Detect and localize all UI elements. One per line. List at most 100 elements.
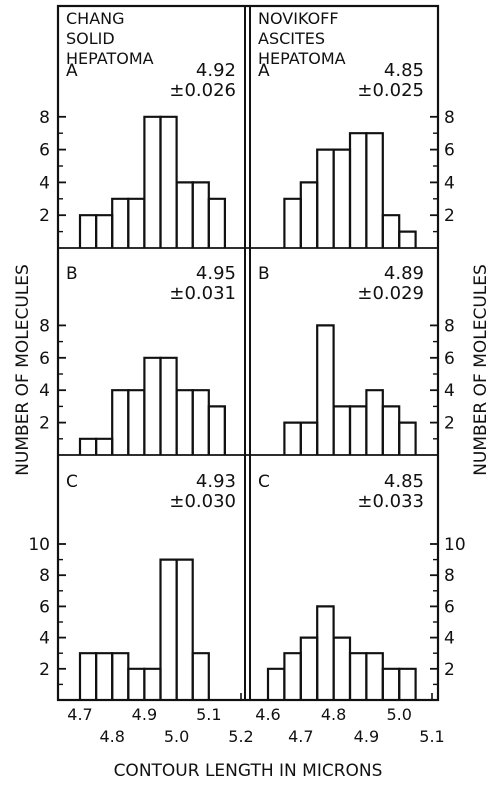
bar-novikoff-b-3 <box>334 406 350 455</box>
y-tick-label-chang-a-8: 8 <box>39 108 50 128</box>
x-tick-label-chang-5: 5.2 <box>228 727 253 746</box>
y-tick-label-chang-c-10: 10 <box>28 535 50 555</box>
x-axis-label: CONTOUR LENGTH IN MICRONS <box>114 761 383 781</box>
x-tick-label-novikoff-5: 5.1 <box>419 727 444 746</box>
sd-novikoff-c: ±0.033 <box>357 491 424 512</box>
y-tick-label-chang-b-6: 6 <box>39 349 50 369</box>
y-tick-label-novikoff-b-6: 6 <box>444 349 455 369</box>
y-tick-label-novikoff-c-6: 6 <box>444 597 455 617</box>
y-tick-label-novikoff-b-8: 8 <box>444 316 455 336</box>
x-tick-label-chang-3: 5.0 <box>164 727 189 746</box>
bar-chang-a-4 <box>144 117 160 248</box>
bar-novikoff-c-0 <box>268 669 284 700</box>
bar-novikoff-b-0 <box>284 423 300 455</box>
bar-chang-a-0 <box>80 215 96 248</box>
x-tick-label-chang-2: 4.9 <box>132 705 157 724</box>
x-tick-label-chang-0: 4.7 <box>67 705 92 724</box>
bar-chang-c-3 <box>128 669 144 700</box>
bar-novikoff-c-6 <box>366 653 382 700</box>
mean-novikoff-a: 4.85 <box>384 60 424 81</box>
title-right-line-3: HEPATOMA <box>258 49 346 68</box>
y-tick-label-novikoff-a-4: 4 <box>444 173 455 193</box>
x-tick-label-novikoff-2: 4.8 <box>321 705 346 724</box>
bar-chang-a-1 <box>96 215 112 248</box>
y-tick-label-chang-b-8: 8 <box>39 316 50 336</box>
y-tick-label-chang-a-6: 6 <box>39 141 50 161</box>
bar-chang-a-8 <box>209 199 225 248</box>
bar-novikoff-c-2 <box>301 638 317 700</box>
bar-chang-c-1 <box>96 653 112 700</box>
y-axis-label-left: NUMBER OF MOLECULES <box>13 264 33 476</box>
column-title-right: NOVIKOFF ASCITES HEPATOMA <box>258 9 346 68</box>
panel-chang-a: 2 4 6 8 A 4.92±0.026 <box>39 60 236 248</box>
x-tick-label-novikoff-4: 5.0 <box>386 705 411 724</box>
title-right-line-2: ASCITES <box>258 29 325 48</box>
bar-chang-b-5 <box>161 358 177 455</box>
x-tick-label-chang-1: 4.8 <box>99 727 124 746</box>
y-tick-label-novikoff-c-10: 10 <box>444 535 466 555</box>
x-tick-label-novikoff-3: 4.9 <box>354 727 379 746</box>
x-tick-label-novikoff-0: 4.6 <box>255 705 280 724</box>
bar-novikoff-b-5 <box>366 390 382 455</box>
panel-novikoff-b: 2 4 6 8 B 4.89±0.029 <box>258 263 455 455</box>
bar-chang-b-7 <box>193 390 209 455</box>
bar-novikoff-b-1 <box>301 423 317 455</box>
y-tick-label-chang-a-4: 4 <box>39 173 50 193</box>
title-left-line-2: SOLID <box>66 29 115 48</box>
bar-novikoff-c-1 <box>284 653 300 700</box>
title-left-line-1: CHANG <box>66 9 125 28</box>
column-title-left: CHANG SOLID HEPATOMA <box>66 9 154 68</box>
panel-letter-novikoff-a: A <box>258 61 270 81</box>
bar-chang-c-0 <box>80 653 96 700</box>
panel-letter-novikoff-b: B <box>258 264 270 284</box>
bar-chang-b-4 <box>144 358 160 455</box>
bar-novikoff-a-7 <box>399 232 415 248</box>
bar-chang-b-1 <box>96 439 112 455</box>
sd-novikoff-a: ±0.025 <box>357 80 424 101</box>
y-tick-label-novikoff-c-8: 8 <box>444 566 455 586</box>
y-tick-label-novikoff-c-4: 4 <box>444 629 455 649</box>
y-tick-label-chang-c-8: 8 <box>39 566 50 586</box>
y-tick-label-chang-a-2: 2 <box>39 206 50 226</box>
bar-novikoff-a-3 <box>334 150 350 248</box>
bar-chang-a-5 <box>161 117 177 248</box>
y-tick-label-novikoff-b-4: 4 <box>444 381 455 401</box>
bar-chang-b-6 <box>177 390 193 455</box>
bar-chang-b-2 <box>112 390 128 455</box>
y-tick-label-chang-c-2: 2 <box>39 660 50 680</box>
sd-chang-b: ±0.031 <box>169 283 236 304</box>
bar-novikoff-a-4 <box>350 133 366 248</box>
y-tick-label-novikoff-b-2: 2 <box>444 414 455 434</box>
bar-chang-b-8 <box>209 406 225 455</box>
bar-chang-a-7 <box>193 182 209 248</box>
mean-novikoff-c: 4.85 <box>384 471 424 492</box>
y-tick-label-novikoff-a-6: 6 <box>444 141 455 161</box>
y-tick-label-chang-b-2: 2 <box>39 414 50 434</box>
bar-chang-c-4 <box>144 669 160 700</box>
sd-novikoff-b: ±0.029 <box>357 283 424 304</box>
bar-chang-b-0 <box>80 439 96 455</box>
mean-novikoff-b: 4.89 <box>384 263 424 284</box>
panel-chang-b: 2 4 6 8 B 4.95±0.031 <box>39 263 236 455</box>
y-tick-label-novikoff-c-2: 2 <box>444 660 455 680</box>
y-tick-label-novikoff-a-8: 8 <box>444 108 455 128</box>
sd-chang-a: ±0.026 <box>169 80 236 101</box>
y-axis-label-right: NUMBER OF MOLECULES <box>471 264 491 476</box>
bar-novikoff-a-2 <box>317 150 333 248</box>
panel-letter-chang-c: C <box>66 472 78 492</box>
panel-novikoff-a: 2 4 6 8 A 4.85±0.025 <box>258 60 455 248</box>
bar-novikoff-c-5 <box>350 653 366 700</box>
x-tick-label-chang-4: 5.1 <box>196 705 221 724</box>
bar-chang-a-2 <box>112 199 128 248</box>
y-tick-label-chang-c-6: 6 <box>39 597 50 617</box>
bar-novikoff-c-8 <box>399 669 415 700</box>
bar-chang-c-5 <box>161 560 177 700</box>
y-tick-label-novikoff-a-2: 2 <box>444 206 455 226</box>
y-tick-label-chang-c-4: 4 <box>39 629 50 649</box>
panel-letter-chang-a: A <box>66 61 78 81</box>
bar-chang-b-3 <box>128 390 144 455</box>
bar-novikoff-a-6 <box>383 215 399 248</box>
bar-novikoff-c-7 <box>383 669 399 700</box>
bar-chang-a-3 <box>128 199 144 248</box>
